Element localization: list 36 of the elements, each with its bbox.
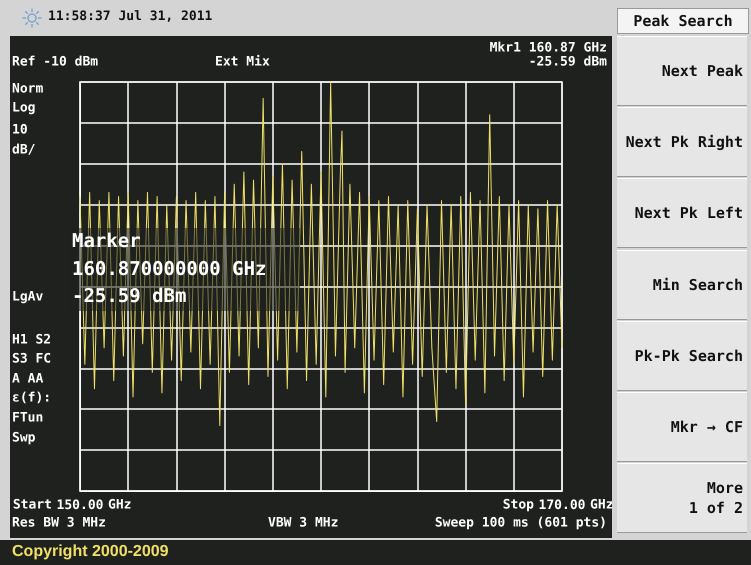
softkey-button: Mkr → CF [617, 392, 747, 462]
text: -25.59 dBm [528, 54, 608, 70]
text: FTun [12, 410, 44, 426]
chart-title: 11:58:37 Jul 31, 2011 [48, 9, 212, 24]
text: Mkr1 160.87 GHz [490, 40, 607, 56]
text: GHz [108, 498, 132, 512]
softkey-button: Next Peak [617, 36, 747, 106]
text: S3 FC [12, 352, 52, 366]
text: Log [12, 100, 36, 116]
text: Copyright 2000-2009 [12, 543, 169, 561]
text: dB/ [12, 142, 36, 158]
x-tick-label: 170.00 [538, 498, 586, 513]
softkey-button: More 1 of 2 [617, 463, 747, 533]
text: A AA [12, 372, 44, 386]
text: Res BW 3 MHz [12, 516, 106, 530]
softkey-title-field: Peak Search [617, 8, 749, 34]
x-tick-label: 150.00 [56, 498, 104, 513]
text: 10 [12, 122, 28, 138]
text: Norm [12, 82, 44, 96]
softkey-button: Pk-Pk Search [617, 321, 747, 391]
softkey-button: Min Search [617, 250, 747, 320]
softkey-button: Next Pk Left [617, 178, 747, 248]
text: Sweep 100 ms (601 pts) [434, 516, 607, 530]
annotation: 160.870000000 GHz [72, 258, 266, 280]
text: Start [12, 498, 52, 512]
text: VBW 3 MHz [268, 516, 338, 530]
text: Swp [12, 430, 36, 446]
text: ε(f): [12, 390, 52, 406]
text: H1 S2 [12, 332, 52, 348]
softkey-button: Next Pk Right [617, 107, 747, 177]
text: LgAv [12, 290, 44, 304]
text: Ext Mix [215, 54, 270, 70]
text: Stop [502, 498, 534, 512]
annotation: -25.59 dBm [72, 285, 186, 307]
text: Ref -10 dBm [12, 54, 98, 70]
annotation: Marker [72, 230, 141, 252]
